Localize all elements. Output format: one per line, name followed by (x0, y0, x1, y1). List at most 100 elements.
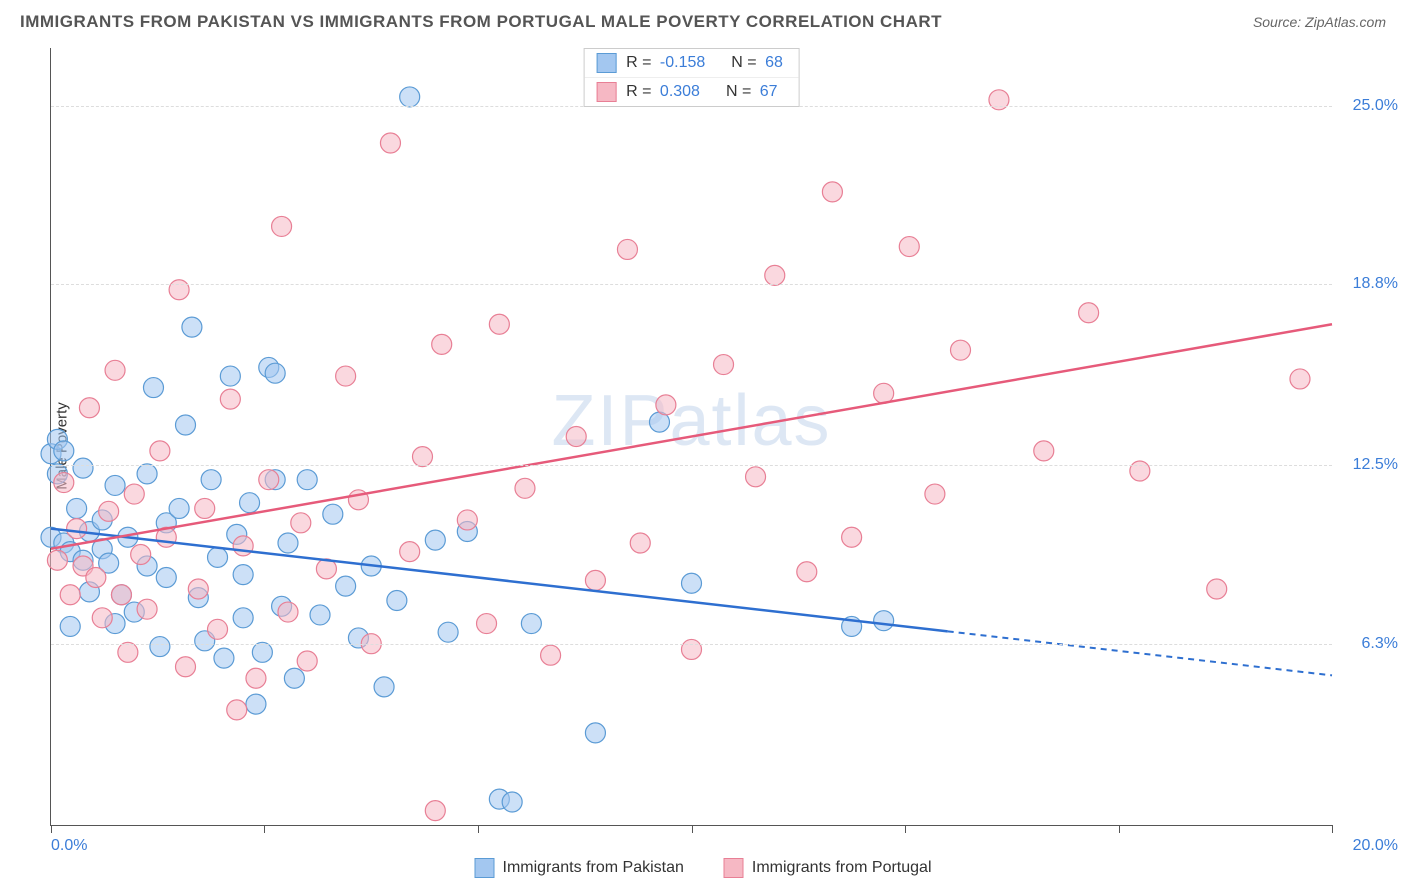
chart-plot-area: ZIPatlas R = -0.158N = 68R = 0.308N = 67… (50, 48, 1332, 826)
data-point (246, 668, 266, 688)
data-point (208, 619, 228, 639)
data-point (188, 579, 208, 599)
legend-n-label: N = 67 (726, 83, 782, 101)
data-point (150, 637, 170, 657)
chart-title: IMMIGRANTS FROM PAKISTAN VS IMMIGRANTS F… (20, 12, 942, 32)
legend-series-label: Immigrants from Portugal (752, 859, 932, 877)
data-point (489, 314, 509, 334)
grid-line (51, 644, 1332, 645)
trend-line (51, 324, 1332, 548)
source-label: Source: ZipAtlas.com (1253, 14, 1386, 30)
data-point (1207, 579, 1227, 599)
data-point (195, 498, 215, 518)
y-tick-label: 18.8% (1338, 275, 1398, 293)
x-tick (1332, 825, 1333, 833)
data-point (502, 792, 522, 812)
grid-line (51, 284, 1332, 285)
data-point (521, 614, 541, 634)
legend-stat-row: R = -0.158N = 68 (584, 49, 799, 77)
x-tick (692, 825, 693, 833)
x-tick (51, 825, 52, 833)
data-point (137, 599, 157, 619)
legend-stats-box: R = -0.158N = 68R = 0.308N = 67 (583, 48, 800, 107)
data-point (585, 570, 605, 590)
data-point (1130, 461, 1150, 481)
data-point (118, 642, 138, 662)
data-point (425, 801, 445, 821)
data-point (1290, 369, 1310, 389)
data-point (400, 87, 420, 107)
data-point (105, 475, 125, 495)
data-point (86, 568, 106, 588)
data-point (79, 398, 99, 418)
data-point (137, 464, 157, 484)
data-point (797, 562, 817, 582)
trend-line-dashed (948, 631, 1332, 675)
data-point (233, 536, 253, 556)
legend-stat-row: R = 0.308N = 67 (584, 77, 799, 106)
data-point (682, 639, 702, 659)
data-point (73, 458, 93, 478)
data-point (67, 519, 87, 539)
data-point (169, 280, 189, 300)
data-point (323, 504, 343, 524)
data-point (214, 648, 234, 668)
data-point (182, 317, 202, 337)
data-point (272, 216, 292, 236)
data-point (1034, 441, 1054, 461)
data-point (400, 542, 420, 562)
data-point (297, 651, 317, 671)
data-point (925, 484, 945, 504)
legend-n-label: N = 68 (731, 54, 787, 72)
data-point (336, 366, 356, 386)
data-point (156, 568, 176, 588)
data-point (425, 530, 445, 550)
data-point (336, 576, 356, 596)
data-point (515, 478, 535, 498)
data-point (252, 642, 272, 662)
data-point (874, 383, 894, 403)
data-point (617, 239, 637, 259)
data-point (105, 360, 125, 380)
legend-swatch (596, 53, 616, 73)
data-point (822, 182, 842, 202)
x-end-label: 20.0% (1353, 837, 1398, 855)
legend-series-label: Immigrants from Pakistan (503, 859, 684, 877)
data-point (438, 622, 458, 642)
x-tick (905, 825, 906, 833)
data-point (284, 668, 304, 688)
data-point (265, 363, 285, 383)
data-point (143, 378, 163, 398)
y-tick-label: 6.3% (1338, 635, 1398, 653)
legend-series-item: Immigrants from Portugal (724, 858, 932, 878)
data-point (233, 608, 253, 628)
y-tick-label: 12.5% (1338, 456, 1398, 474)
data-point (92, 608, 112, 628)
data-point (176, 657, 196, 677)
data-point (477, 614, 497, 634)
data-point (176, 415, 196, 435)
legend-bottom: Immigrants from Pakistan Immigrants from … (475, 858, 932, 878)
data-point (278, 602, 298, 622)
data-point (899, 237, 919, 257)
data-point (150, 441, 170, 461)
data-point (208, 547, 228, 567)
grid-line (51, 465, 1332, 466)
x-tick (264, 825, 265, 833)
data-point (201, 470, 221, 490)
data-point (124, 484, 144, 504)
data-point (682, 573, 702, 593)
data-point (278, 533, 298, 553)
data-point (630, 533, 650, 553)
data-point (951, 340, 971, 360)
data-point (99, 501, 119, 521)
data-point (412, 447, 432, 467)
legend-swatch (724, 858, 744, 878)
data-point (1079, 303, 1099, 323)
data-point (169, 498, 189, 518)
data-point (227, 700, 247, 720)
data-point (259, 470, 279, 490)
x-tick (478, 825, 479, 833)
y-tick-label: 25.0% (1338, 97, 1398, 115)
data-point (541, 645, 561, 665)
